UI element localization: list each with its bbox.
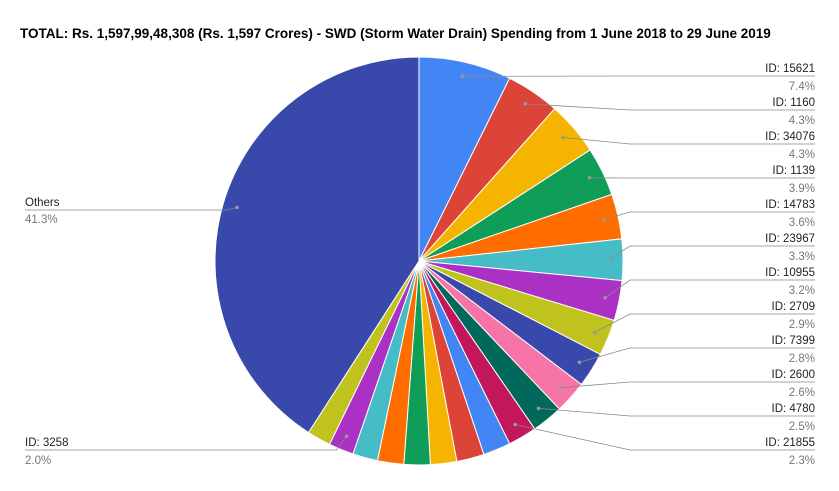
leader-line: [25, 207, 238, 211]
leader-dot: [513, 422, 517, 427]
slice-label: ID: 1160: [772, 97, 815, 109]
slice-label: ID: 14783: [765, 199, 815, 211]
slice-label: ID: 7399: [772, 335, 815, 347]
leader-line: [562, 137, 815, 145]
leader-line: [579, 347, 815, 363]
slice-percent: 3.3%: [789, 251, 815, 263]
slice-percent: 3.6%: [789, 217, 815, 229]
slice-percent: 7.4%: [789, 81, 815, 93]
leader-line: [608, 245, 815, 261]
leader-dot: [606, 258, 611, 262]
leader-line: [560, 381, 815, 389]
slice-label: ID: 2709: [772, 301, 815, 313]
leader-dot: [602, 217, 606, 222]
leader-dot: [561, 135, 565, 140]
pie-slices: [214, 56, 624, 466]
slice-label: ID: 21855: [765, 437, 815, 449]
leader-line: [25, 436, 347, 451]
leader-dot: [235, 205, 239, 210]
slice-percent: 2.5%: [789, 421, 815, 433]
leader-line: [594, 313, 815, 333]
leader-dot: [460, 74, 465, 79]
leader-dot: [577, 360, 582, 365]
leader-line: [515, 424, 815, 451]
leader-dot: [587, 176, 592, 180]
slice-label: ID: 34076: [765, 131, 815, 143]
slice-percent: 2.9%: [789, 319, 815, 331]
leader-line: [603, 211, 815, 220]
leader-line: [525, 103, 815, 111]
chart-title: TOTAL: Rs. 1,597,99,48,308 (Rs. 1,597 Cr…: [20, 26, 771, 41]
leader-dot: [603, 296, 607, 300]
slice-percent: 2.8%: [789, 353, 815, 365]
slice-label: ID: 3258: [25, 437, 68, 449]
slice-percent: 4.3%: [789, 149, 815, 161]
slice-label: ID: 4780: [772, 403, 815, 415]
leader-lines: [25, 74, 815, 451]
slice-label: ID: 2600: [772, 369, 815, 381]
slice-labels: ID: 15621 7.4% ID: 1160 4.3% ID: 34076 4.3% ID…: [25, 63, 815, 467]
leader-dot: [523, 102, 527, 106]
leader-dot: [536, 406, 541, 411]
slice-percent: 3.2%: [789, 285, 815, 297]
slice-percent: 2.0%: [25, 455, 51, 467]
leader-dot: [593, 330, 597, 335]
leader-dot: [344, 434, 349, 439]
pie-slice: [214, 56, 420, 434]
slice-label: ID: 1139: [772, 165, 815, 177]
slice-label: ID: 15621: [765, 63, 815, 75]
slice-percent: 3.9%: [789, 183, 815, 195]
leader-line: [604, 279, 815, 299]
leader-dot: [558, 385, 563, 390]
slice-label: Others: [25, 197, 60, 209]
leader-line: [538, 408, 815, 417]
slice-percent: 2.6%: [789, 387, 815, 399]
slice-label: ID: 10955: [765, 267, 815, 279]
slice-percent: 2.3%: [789, 455, 815, 467]
slice-percent: 4.3%: [789, 115, 815, 127]
slice-label: ID: 23967: [765, 233, 815, 245]
slice-percent: 41.3%: [25, 214, 58, 226]
